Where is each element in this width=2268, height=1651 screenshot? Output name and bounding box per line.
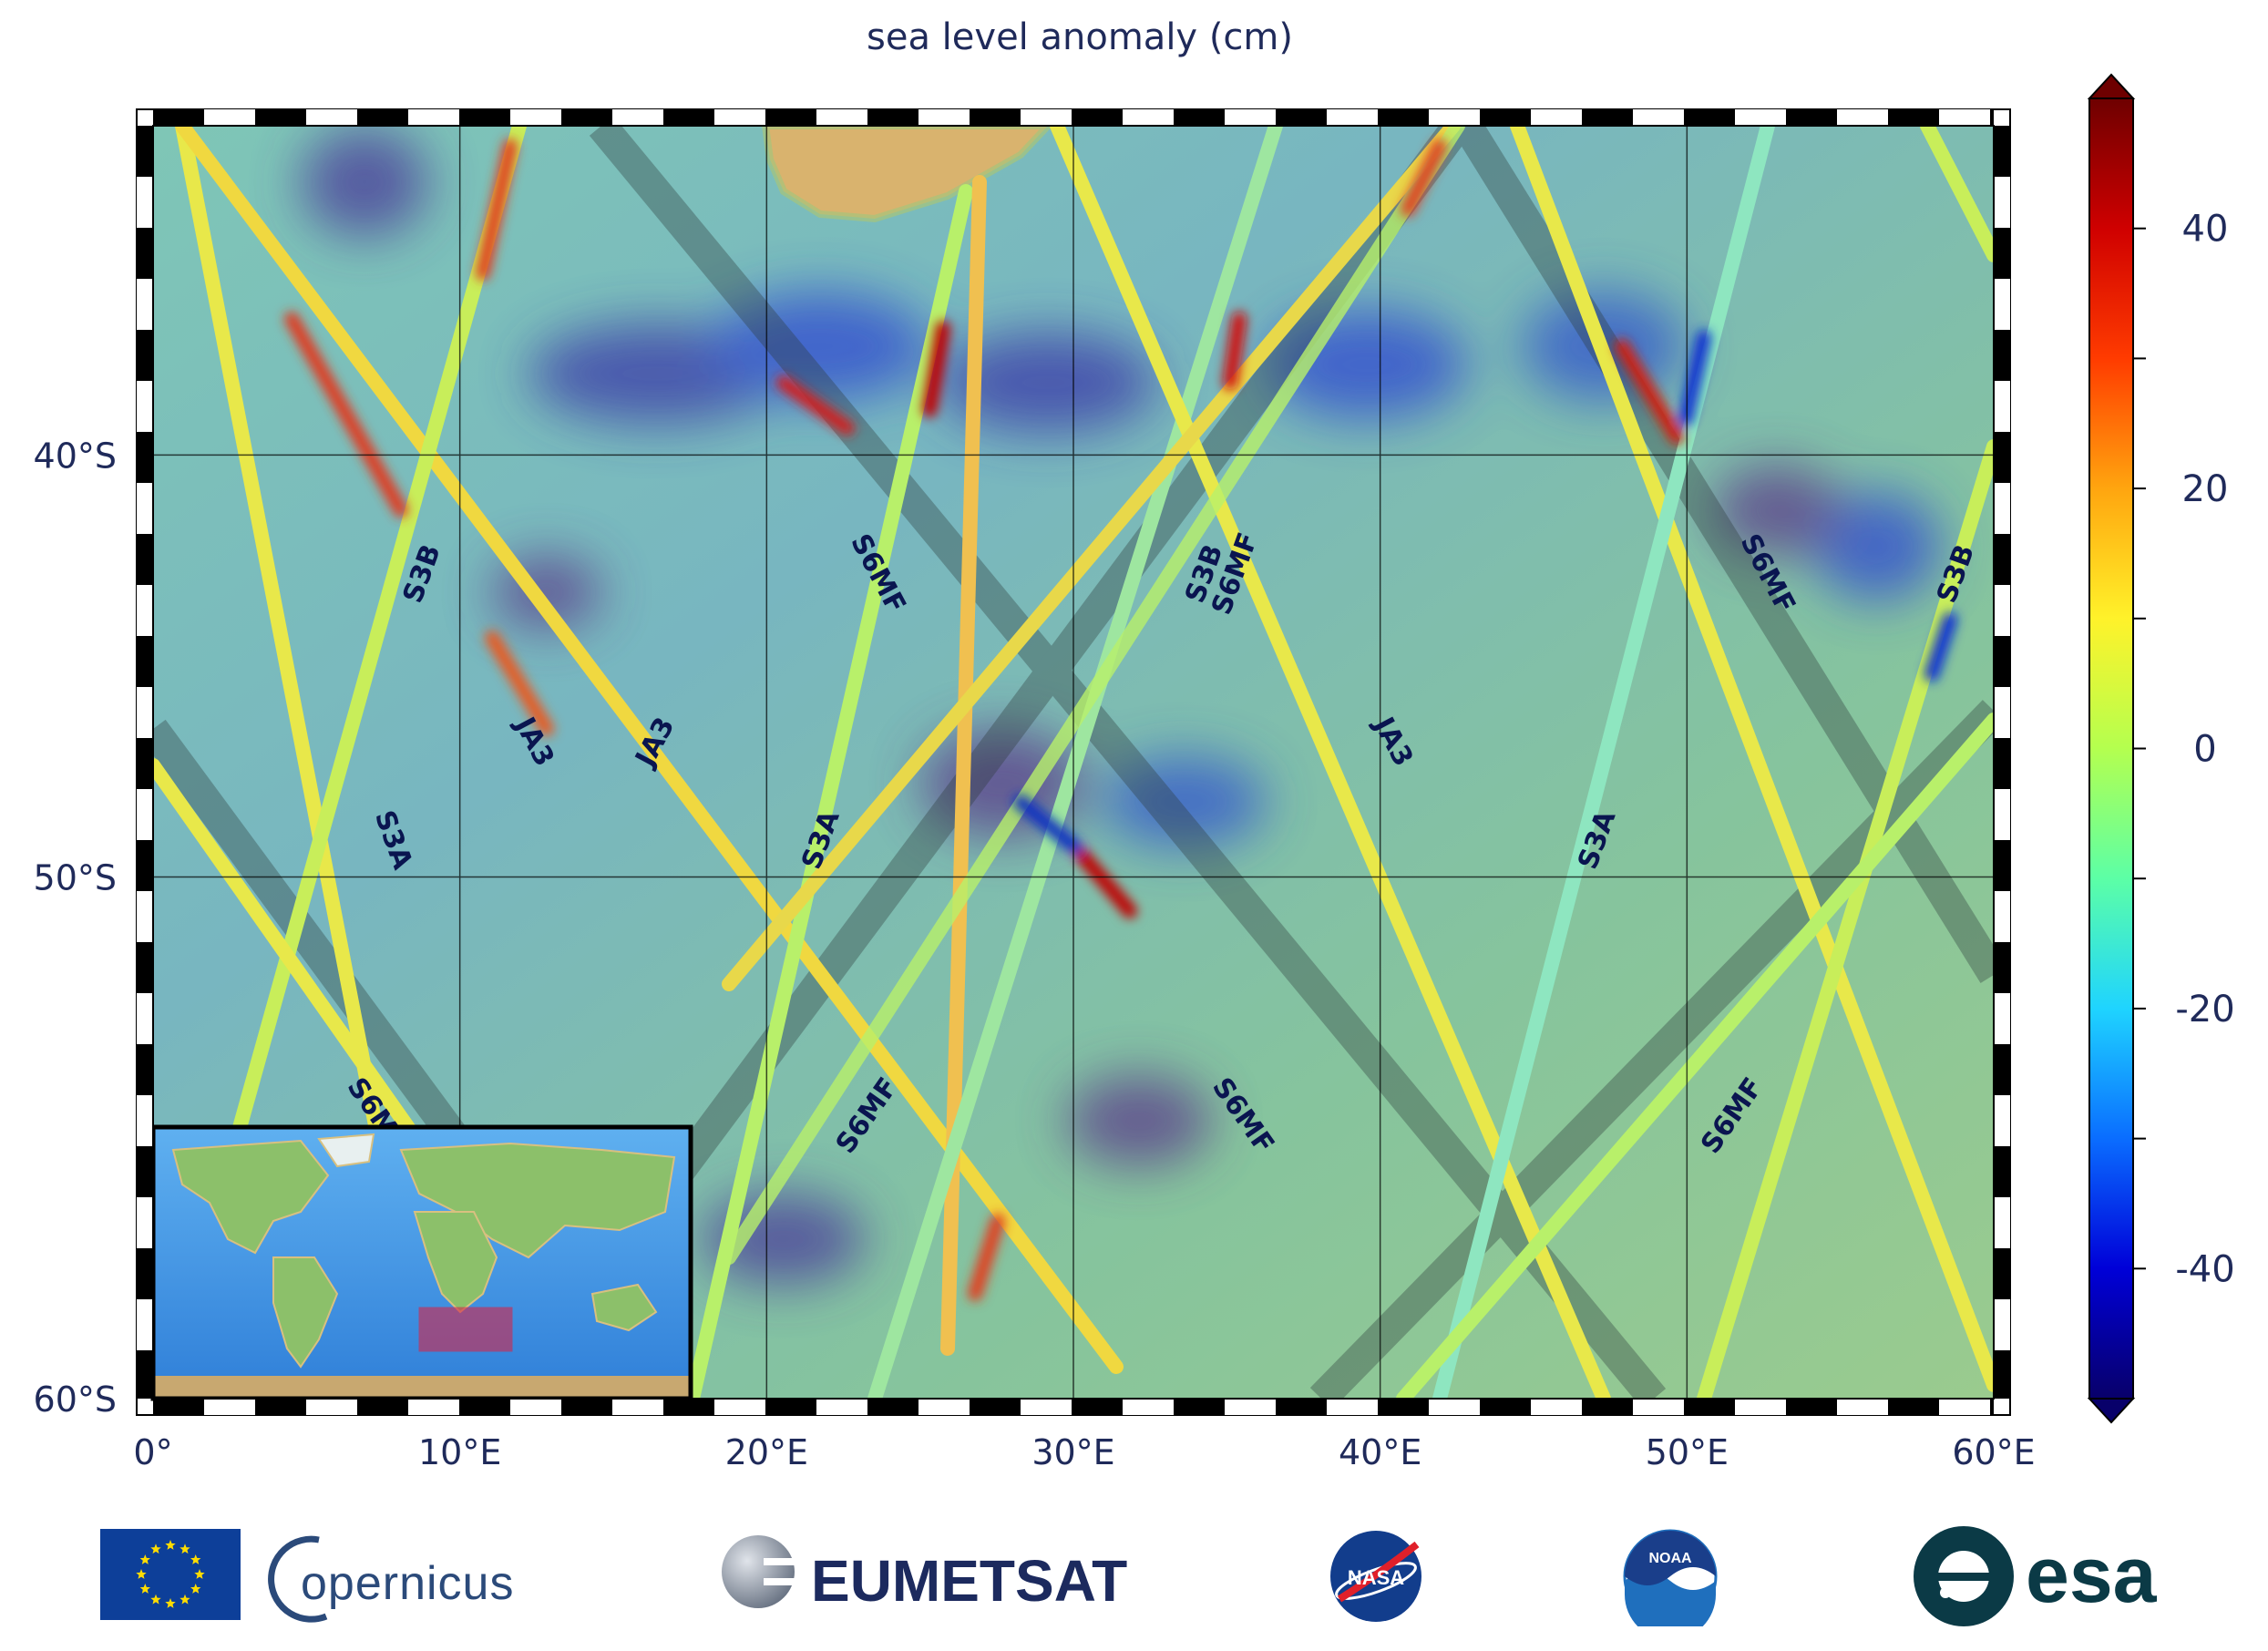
eu-flag-logo: [100, 1529, 241, 1620]
latitude-label: 60°S: [34, 1379, 117, 1420]
colorbar-label: 0: [2193, 729, 2216, 771]
eu-star: [180, 1543, 190, 1554]
colorbar-label: 40: [2182, 209, 2229, 251]
eu-star: [190, 1554, 201, 1564]
eu-star: [190, 1584, 201, 1594]
eu-star: [139, 1554, 150, 1564]
track: [685, 184, 973, 1399]
track: [1920, 126, 1994, 262]
track: [722, 126, 1465, 1265]
eu-star: [136, 1569, 147, 1579]
eu-star: [165, 1598, 176, 1608]
longitude-label: 20°E: [725, 1432, 808, 1472]
colorbar-label: 20: [2182, 468, 2229, 510]
colorbar-min-extend: [2087, 1398, 2136, 1424]
longitude-label: 30°E: [1031, 1432, 1114, 1472]
longitude-label: 40°E: [1339, 1432, 1421, 1472]
noaa-logo: NOAA: [1620, 1526, 1720, 1640]
eu-star: [150, 1594, 161, 1605]
copernicus-wordmark: opernicus: [301, 1557, 515, 1610]
track: [1396, 713, 1994, 1399]
eu-star: [150, 1543, 161, 1554]
longitude-label: 0°: [133, 1432, 172, 1472]
latitude-labels: 40°S 50°S 60°S: [34, 436, 117, 1420]
colorbar-max-extend: [2087, 73, 2136, 99]
inset-region-box: [418, 1307, 513, 1352]
colorbar-ticks: 40 20 0 -20 -40: [2133, 209, 2235, 1290]
longitude-label: 10°E: [418, 1432, 501, 1472]
longitude-labels: 0° 10°E 20°E 30°E 40°E 50°E 60°E: [133, 1432, 2035, 1472]
track: [867, 126, 1283, 1399]
landmass: [765, 126, 1048, 219]
track: [175, 126, 1124, 1374]
copernicus-logo: opernicus: [262, 1522, 554, 1631]
nasa-logo: NASA: [1326, 1526, 1426, 1626]
noaa-wordmark: NOAA: [1648, 1551, 1692, 1566]
eumetsat-wordmark: EUMETSAT: [811, 1548, 1128, 1614]
eu-star: [165, 1540, 176, 1550]
eu-star: [139, 1584, 150, 1594]
track: [722, 126, 1461, 991]
esa-wordmark: esa: [2026, 1532, 2157, 1619]
eumetsat-logo: EUMETSAT: [720, 1531, 1157, 1622]
latitude-label: 50°S: [34, 858, 117, 898]
nasa-wordmark: NASA: [1348, 1566, 1404, 1589]
logo-row: opernicus EUMETSAT NASA NOAA: [0, 1513, 2268, 1651]
eu-star: [194, 1569, 205, 1579]
inset-world-map: [150, 1124, 693, 1401]
longitude-label: 50°E: [1646, 1432, 1729, 1472]
track: [1432, 126, 1775, 1399]
track: [1510, 126, 1994, 1392]
colorbar-label: -20: [2175, 989, 2234, 1031]
map-frame: [136, 108, 2011, 1416]
track: [1050, 126, 1611, 1399]
colorbar: 40 20 0 -20 -40: [2087, 73, 2235, 1424]
latitude-label: 40°S: [34, 436, 117, 476]
track: [1697, 439, 1994, 1399]
eu-star: [180, 1594, 190, 1605]
esa-logo: esa: [1909, 1522, 2210, 1631]
map-title: sea level anomaly (cm): [867, 16, 1293, 58]
longitude-label: 60°E: [1952, 1432, 2035, 1472]
colorbar-label: -40: [2175, 1248, 2234, 1290]
